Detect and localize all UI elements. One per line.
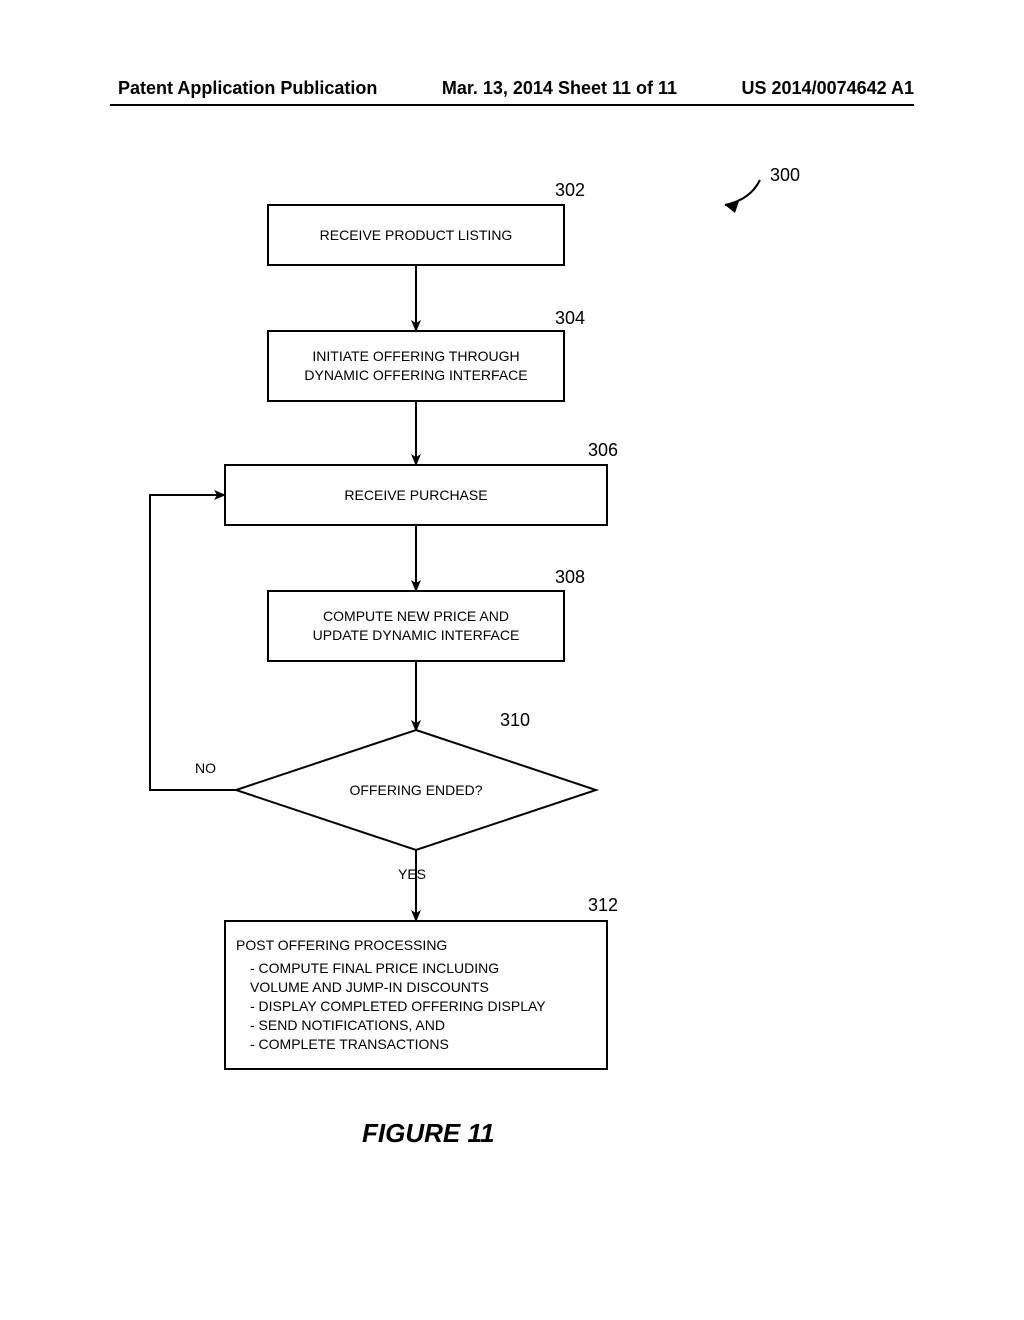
page-header: Patent Application Publication Mar. 13, … bbox=[0, 78, 1024, 99]
header-rule bbox=[110, 104, 914, 106]
figure-caption-text: FIGURE 11 bbox=[362, 1118, 494, 1148]
figure-caption: FIGURE 11 bbox=[362, 1118, 494, 1149]
ref-label-304: 304 bbox=[555, 308, 585, 329]
header-center: Mar. 13, 2014 Sheet 11 of 11 bbox=[442, 78, 677, 99]
decision-no-label: NO bbox=[195, 760, 216, 776]
ref-label-308: 308 bbox=[555, 567, 585, 588]
ref-label-310: 310 bbox=[500, 710, 530, 731]
box-bullet: - DISPLAY COMPLETED OFFERING DISPLAY bbox=[236, 997, 546, 1016]
box-text: RECEIVE PURCHASE bbox=[344, 486, 487, 505]
box-bullet: - COMPLETE TRANSACTIONS bbox=[236, 1035, 449, 1054]
box-bullet: VOLUME AND JUMP-IN DISCOUNTS bbox=[236, 978, 489, 997]
flow-box-306: RECEIVE PURCHASE bbox=[224, 464, 608, 526]
box-text: RECEIVE PRODUCT LISTING bbox=[320, 226, 513, 245]
flow-box-308: COMPUTE NEW PRICE AND UPDATE DYNAMIC INT… bbox=[267, 590, 565, 662]
box-bullet: - SEND NOTIFICATIONS, AND bbox=[236, 1016, 445, 1035]
box-bullet: - COMPUTE FINAL PRICE INCLUDING bbox=[236, 959, 499, 978]
flow-box-312: POST OFFERING PROCESSING - COMPUTE FINAL… bbox=[224, 920, 608, 1070]
box-text-line: UPDATE DYNAMIC INTERFACE bbox=[313, 626, 520, 645]
box-text-line: COMPUTE NEW PRICE AND bbox=[323, 607, 509, 626]
box-text-line: DYNAMIC OFFERING INTERFACE bbox=[304, 366, 527, 385]
decision-yes-label: YES bbox=[398, 866, 426, 882]
ref-label-306: 306 bbox=[588, 440, 618, 461]
header-right: US 2014/0074642 A1 bbox=[742, 78, 914, 99]
box-title: POST OFFERING PROCESSING bbox=[236, 936, 447, 955]
svg-text:OFFERING ENDED?: OFFERING ENDED? bbox=[349, 782, 482, 798]
box-text-line: INITIATE OFFERING THROUGH bbox=[312, 347, 519, 366]
ref-label-302: 302 bbox=[555, 180, 585, 201]
flow-box-302: RECEIVE PRODUCT LISTING bbox=[267, 204, 565, 266]
ref-label-312: 312 bbox=[588, 895, 618, 916]
ref-label-300: 300 bbox=[770, 165, 800, 186]
flow-box-304: INITIATE OFFERING THROUGH DYNAMIC OFFERI… bbox=[267, 330, 565, 402]
header-left: Patent Application Publication bbox=[118, 78, 377, 99]
